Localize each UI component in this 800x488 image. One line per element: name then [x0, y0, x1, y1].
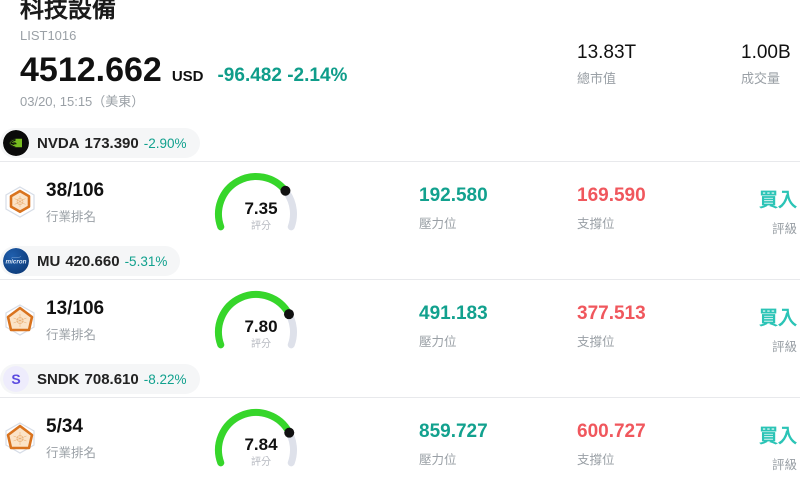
svg-text:S: S [11, 371, 20, 387]
svg-text:micron: micron [6, 259, 27, 266]
